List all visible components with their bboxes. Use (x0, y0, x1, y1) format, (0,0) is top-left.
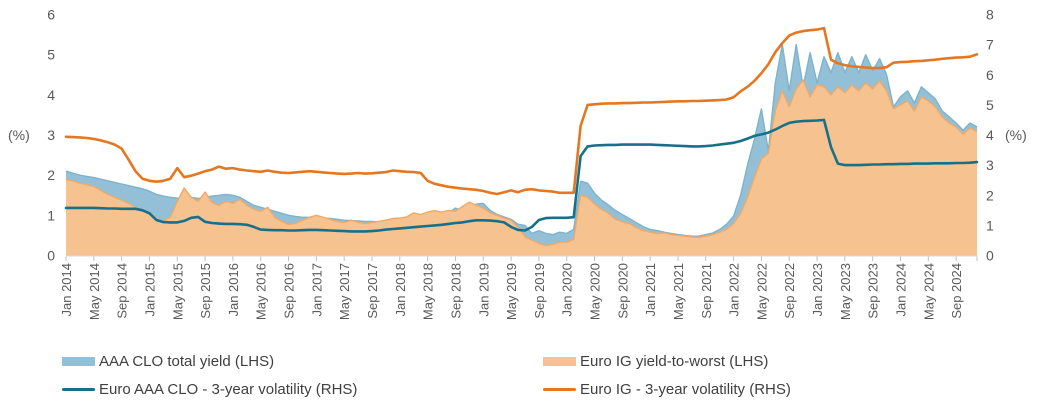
x-axis-label: Sep 2018 (448, 263, 463, 319)
left-axis-tick-label: 3 (47, 127, 55, 143)
right-axis-tick-label: 7 (986, 37, 994, 53)
legend-label-clo-volatility: Euro AAA CLO - 3-year volatility (RHS) (99, 381, 358, 398)
clo-total-yield-swatch (62, 357, 95, 366)
x-axis-label: Sep 2014 (115, 263, 130, 319)
right-axis-tick-label: 8 (986, 7, 994, 23)
ig-yield-to-worst-swatch (543, 357, 576, 366)
x-axis-label: May 2018 (421, 263, 436, 320)
right-axis-tick-label: 0 (986, 248, 994, 264)
x-axis-label: Jan 2023 (810, 263, 825, 317)
x-axis-label: Jan 2022 (727, 263, 742, 317)
x-axis-label: May 2020 (588, 263, 603, 320)
x-axis-label: Jan 2018 (393, 263, 408, 317)
x-axis-label: Sep 2021 (699, 263, 714, 319)
x-axis-label: Sep 2022 (782, 263, 797, 319)
left-axis-tick-label: 2 (47, 167, 55, 183)
x-axis-label: May 2024 (921, 263, 936, 320)
legend-label-ig-yield-to-worst: Euro IG yield-to-worst (LHS) (580, 353, 769, 370)
left-axis-tick-label: 1 (47, 207, 55, 223)
ig-yield-to-worst-area-edge (65, 79, 978, 247)
x-axis-label: May 2023 (838, 263, 853, 320)
clo-volatility-line (64, 118, 979, 233)
ig-volatility-line (64, 26, 979, 196)
x-axis-label: Jan 2015 (142, 263, 157, 317)
ig-yield-to-worst-area (66, 80, 977, 256)
legend-label-ig-volatility: Euro IG - 3-year volatility (RHS) (580, 381, 791, 398)
left-axis-tick-label: 0 (47, 248, 55, 264)
plot-area: Jan 2014 May 2014 Sep 2014 Jan 2015 May 2015… (47, 7, 994, 321)
left-axis-tick-label: 5 (47, 47, 55, 63)
right-axis-tick-label: 5 (986, 97, 994, 113)
x-axis-label: Jan 2020 (560, 263, 575, 317)
right-axis-unit-label: (%) (1005, 127, 1027, 143)
legend-item-ig-volatility: Euro IG - 3-year volatility (RHS) (543, 380, 791, 399)
x-axis-label: Sep 2024 (949, 263, 964, 319)
right-axis-tick-label: 3 (986, 157, 994, 173)
x-axis-label: May 2014 (87, 263, 102, 320)
x-axis-label: Sep 2015 (198, 263, 213, 319)
legend-item-ig-yield-to-worst: Euro IG yield-to-worst (LHS) (543, 352, 768, 371)
x-axis-label: Sep 2019 (532, 263, 547, 319)
x-axis-label: May 2022 (754, 263, 769, 320)
x-axis-label: May 2019 (504, 263, 519, 320)
x-axis-label: Jan 2014 (59, 263, 74, 317)
right-axis-tick-label: 2 (986, 187, 994, 203)
left-axis-unit-label: (%) (8, 127, 30, 143)
chart-legend: AAA CLO total yield (LHS) Euro IG yield-… (0, 348, 1038, 408)
chart-canvas: Jan 2014 May 2014 Sep 2014 Jan 2015 May 2015… (8, 7, 1027, 321)
clo-total-yield-area-edge (65, 43, 978, 237)
legend-item-clo-volatility: Euro AAA CLO - 3-year volatility (RHS) (62, 380, 357, 399)
x-axis-label: Sep 2017 (365, 263, 380, 319)
x-axis-label: May 2021 (671, 263, 686, 320)
x-axis-label: Jan 2016 (226, 263, 241, 317)
right-axis-tick-label: 1 (986, 217, 994, 233)
x-axis-label: Jan 2021 (643, 263, 658, 317)
x-axis-label: Jan 2019 (476, 263, 491, 317)
left-axis-tick-label: 6 (47, 7, 55, 23)
clo-volatility-swatch (62, 388, 95, 392)
x-axis-label: Sep 2016 (282, 263, 297, 319)
legend-label-clo-total-yield: AAA CLO total yield (LHS) (99, 353, 275, 370)
right-axis-tick-label: 4 (986, 127, 994, 143)
x-axis-label: Sep 2023 (866, 263, 881, 319)
left-axis-tick-label: 4 (47, 87, 55, 103)
x-axis-label: May 2017 (337, 263, 352, 320)
legend-item-clo-total-yield: AAA CLO total yield (LHS) (62, 352, 274, 371)
x-axis-label: May 2015 (170, 263, 185, 320)
right-axis-tick-label: 6 (986, 67, 994, 83)
x-axis-label: Sep 2020 (615, 263, 630, 319)
x-axis-label: May 2016 (254, 263, 269, 320)
x-axis-label: Jan 2024 (894, 263, 909, 317)
ig-volatility-swatch (543, 388, 576, 392)
x-axis-label: Jan 2017 (309, 263, 324, 317)
